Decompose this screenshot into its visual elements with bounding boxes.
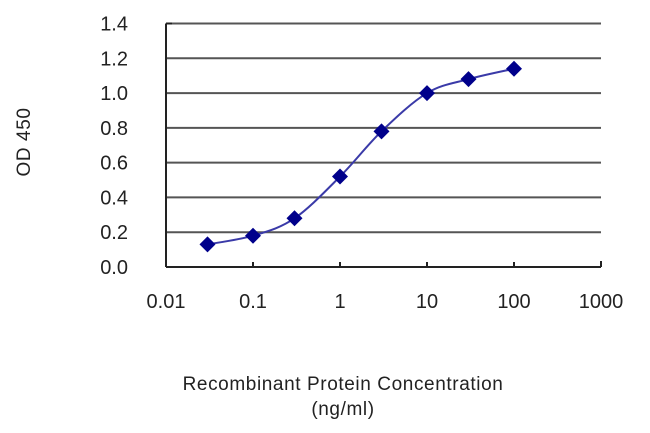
y-tick-label: 0.6: [100, 153, 128, 175]
diamond-marker: [419, 85, 435, 102]
x-axis-ticks: 0.01 0.1 1 10 100 1000: [147, 262, 624, 313]
x-tick-label: 100: [497, 291, 530, 313]
diamond-marker: [373, 123, 390, 140]
x-tick-label: 0.01: [147, 291, 186, 313]
gridlines: [166, 22, 601, 234]
y-tick-label: 1.0: [100, 83, 128, 105]
y-tick-label: 1.4: [100, 14, 128, 36]
x-axis-unit: (ng/ml): [311, 399, 374, 420]
diamond-marker: [460, 71, 477, 88]
x-tick-label: 1: [334, 291, 345, 313]
y-tick-label: 0.8: [100, 118, 128, 140]
x-tick-label: 0.1: [239, 291, 267, 313]
x-axis-title: Recombinant Protein Concentration: [183, 374, 504, 395]
y-tick-label: 1.2: [100, 48, 128, 70]
series-line: [207, 67, 515, 246]
y-tick-label: 0.0: [100, 257, 128, 279]
diamond-marker: [199, 236, 216, 253]
diamond-marker: [245, 227, 261, 244]
diamond-marker: [332, 168, 348, 185]
data-series: [199, 60, 522, 253]
y-tick-label: 0.2: [100, 222, 128, 244]
diamond-marker: [286, 210, 303, 227]
diamond-marker: [506, 60, 522, 77]
x-tick-label: 10: [416, 291, 438, 313]
y-axis-ticks: 0.0 0.2 0.4 0.6 0.8 1.0 1.2 1.4: [100, 14, 128, 280]
y-axis-title: OD 450: [14, 107, 35, 176]
plot-frame: [165, 22, 602, 268]
x-tick-label: 1000: [579, 291, 624, 313]
y-tick-label: 0.4: [100, 187, 128, 209]
